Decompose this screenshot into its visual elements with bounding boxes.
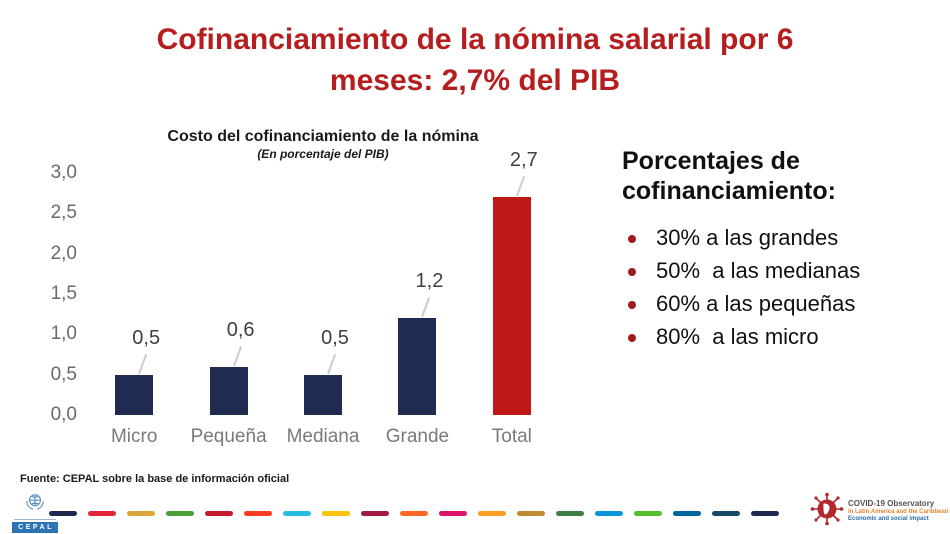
bar-total bbox=[492, 197, 531, 415]
sdg-dash-15 bbox=[595, 511, 623, 516]
covid-logo-text: COVID-19 Observatory in Latin America an… bbox=[848, 499, 948, 524]
payroll-cost-chart: Costo del cofinanciamiento de la nómina … bbox=[30, 128, 596, 447]
bullet-text: 60% a las pequeñas bbox=[656, 291, 856, 317]
y-tick-label: 1,0 bbox=[50, 323, 77, 345]
label-leader-line bbox=[232, 345, 242, 366]
page-title-line2: meses: 2,7% del PIB bbox=[329, 63, 621, 97]
sdg-dash-14 bbox=[556, 511, 584, 516]
cepal-logo-text: CEPAL bbox=[12, 522, 58, 533]
sdg-dash-3 bbox=[127, 511, 155, 516]
label-leader-line bbox=[138, 353, 148, 375]
sdg-dash-6 bbox=[244, 511, 272, 516]
bar-slot: 0,6 Pequeña bbox=[181, 173, 275, 447]
bar-grande bbox=[398, 318, 437, 415]
sdg-dash-2 bbox=[88, 511, 116, 516]
plot: 3,0 2,5 2,0 1,5 1,0 0,5 0,0 0,5 Micro 0,6 Pequeña… bbox=[30, 149, 596, 447]
list-item: 30% a las grandes bbox=[622, 226, 922, 249]
x-category-label: Total bbox=[491, 426, 532, 447]
virus-icon bbox=[810, 492, 844, 531]
cepal-logo-divider bbox=[14, 519, 56, 520]
list-item: 80% a las micro bbox=[622, 325, 922, 348]
cofinancing-panel: Porcentajes de cofinanciamiento: 30% a l… bbox=[622, 146, 922, 358]
y-tick-label: 0,0 bbox=[50, 404, 77, 425]
y-axis: 3,0 2,5 2,0 1,5 1,0 0,5 0,0 bbox=[30, 162, 87, 425]
label-leader-line bbox=[421, 297, 431, 318]
sdg-dash-17 bbox=[673, 511, 701, 516]
un-emblem-icon bbox=[24, 494, 46, 516]
plot-area: 0,5 Micro 0,6 Pequeña 0,5 Mediana 1,2 Grande 2,7… bbox=[87, 149, 559, 447]
covid-logo-subtitle: in Latin America and the Caribbean bbox=[848, 508, 949, 515]
bullet-icon bbox=[628, 235, 636, 243]
sdg-dash-12 bbox=[478, 511, 506, 516]
bullet-text: 50% a las medianas bbox=[656, 258, 861, 284]
sdg-dash-8 bbox=[322, 511, 350, 516]
x-category-label: Micro bbox=[110, 426, 158, 447]
cepal-logo: CEPAL bbox=[12, 492, 58, 533]
bar-value-label: 0,5 bbox=[132, 326, 161, 349]
sdg-dash-13 bbox=[517, 511, 545, 516]
bullet-text: 30% a las grandes bbox=[656, 225, 839, 250]
sdg-dash-19 bbox=[751, 511, 779, 516]
bar-value-label: 0,6 bbox=[226, 318, 255, 341]
sdg-dash-5 bbox=[205, 511, 233, 516]
bullet-icon bbox=[628, 334, 636, 343]
bullet-list: 30% a las grandes 50% a las medianas 60%… bbox=[622, 226, 922, 348]
chart-title: Costo del cofinanciamiento de la nómina bbox=[167, 128, 479, 145]
y-tick-label: 1,5 bbox=[50, 283, 77, 304]
list-item: 50% a las medianas bbox=[622, 259, 922, 282]
sdg-dash-11 bbox=[439, 511, 467, 516]
bar-slot: 2,7 Total bbox=[465, 149, 559, 447]
y-tick-label: 2,0 bbox=[50, 242, 77, 264]
y-tick-label: 0,5 bbox=[50, 363, 77, 385]
bullet-icon bbox=[628, 268, 636, 277]
bar-pequeña bbox=[209, 366, 248, 415]
bar-value-label: 0,5 bbox=[321, 326, 349, 349]
bar-value-label: 2,7 bbox=[509, 149, 538, 172]
page-title: Cofinanciamiento de la nómina salarial p… bbox=[0, 20, 950, 101]
chart-subtitle: (En porcentaje del PIB) bbox=[257, 147, 389, 161]
y-tick-label: 2,5 bbox=[50, 202, 77, 224]
bullet-icon bbox=[628, 301, 636, 310]
page-title-line1: Cofinanciamiento de la nómina salarial p… bbox=[156, 23, 794, 56]
covid-logo-tagline: Economic and social impact bbox=[848, 516, 929, 523]
bar-mediana bbox=[304, 374, 343, 415]
covid-logo-title: COVID-19 Observatory bbox=[848, 499, 935, 509]
sdg-dash-18 bbox=[712, 511, 740, 516]
bar-micro bbox=[115, 374, 154, 415]
sdg-dash-10 bbox=[400, 511, 428, 516]
sdg-dash-7 bbox=[283, 511, 311, 516]
panel-heading: Porcentajes de cofinanciamiento: bbox=[622, 147, 836, 205]
sdg-dash-4 bbox=[166, 511, 194, 516]
sdg-dash-1 bbox=[49, 511, 77, 516]
sdg-color-strip bbox=[49, 511, 779, 516]
bar-value-label: 1,2 bbox=[415, 270, 444, 293]
sdg-dash-16 bbox=[634, 511, 662, 516]
chart-header: Costo del cofinanciamiento de la nómina … bbox=[87, 128, 559, 161]
bar-slot: 0,5 Micro bbox=[87, 173, 181, 447]
bullet-text: 80% a las micro bbox=[656, 324, 819, 350]
label-leader-line bbox=[515, 176, 525, 197]
sdg-dash-9 bbox=[361, 511, 389, 516]
bar-slot: 1,2 Grande bbox=[370, 173, 464, 447]
x-category-label: Mediana bbox=[286, 426, 360, 447]
label-leader-line bbox=[327, 353, 337, 375]
list-item: 60% a las pequeñas bbox=[622, 292, 922, 315]
x-category-label: Pequeña bbox=[190, 426, 267, 447]
bar-slot: 0,5 Mediana bbox=[276, 173, 370, 447]
y-tick-label: 3,0 bbox=[50, 162, 77, 183]
source-note: Fuente: CEPAL sobre la base de informaci… bbox=[20, 473, 290, 485]
covid-observatory-logo: COVID-19 Observatory in Latin America an… bbox=[810, 492, 948, 531]
x-category-label: Grande bbox=[385, 426, 450, 447]
